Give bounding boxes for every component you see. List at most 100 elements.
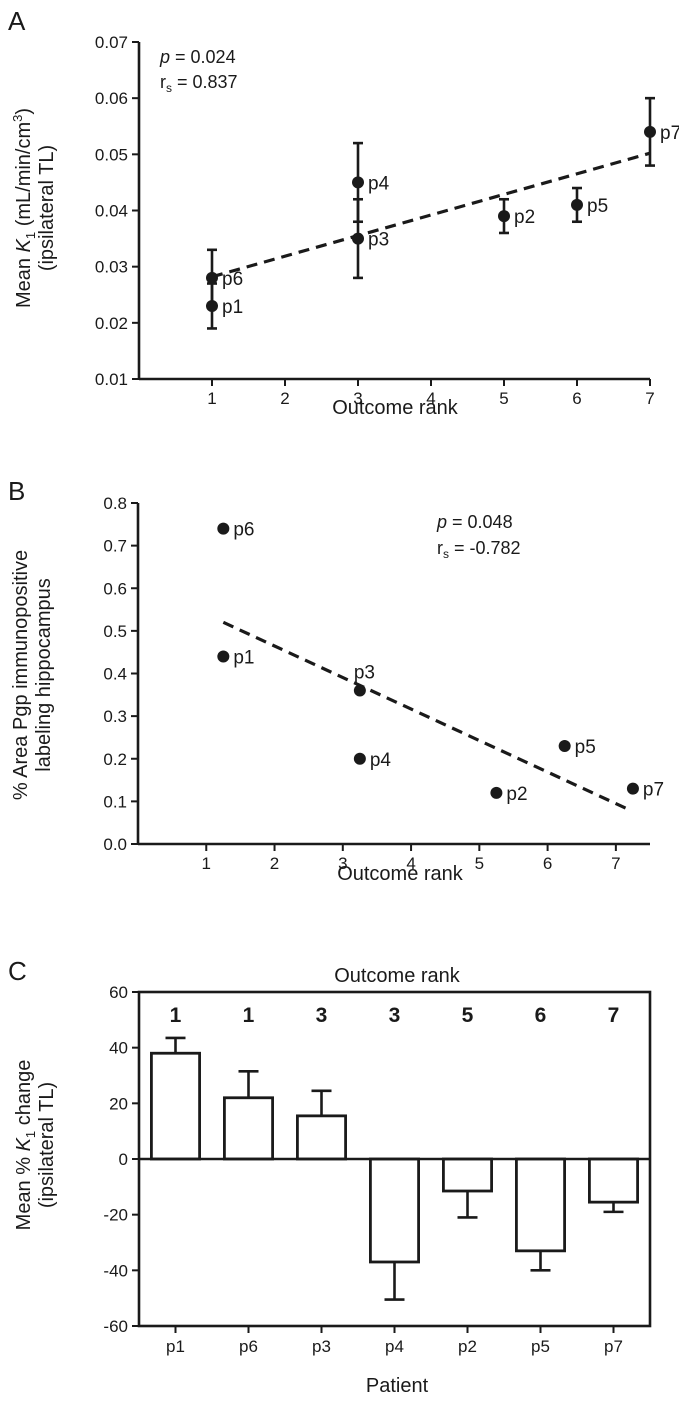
panel-b-y-tick-label: 0.1 <box>103 792 127 811</box>
panel-c-bar <box>442 1157 493 1193</box>
panel-b-y-tick-label: 0.7 <box>103 537 127 556</box>
panel-a-y-tick-label: 0.06 <box>95 89 128 108</box>
panel-b: B % Area Pgp immunopositive labeling hip… <box>8 476 664 885</box>
panel-c-rank-label: 3 <box>316 1004 328 1027</box>
panel-a-r-value: rs = 0.837 <box>160 72 238 95</box>
panel-a-letter: A <box>8 6 26 36</box>
panel-b-y-ticks: 0.0 0.1 0.2 0.3 0.4 0.5 0.6 0.7 0.8 <box>103 494 138 854</box>
panel-b-point <box>626 782 639 795</box>
panel-b-point <box>558 739 571 752</box>
panel-a-marks: p1 p6 p3 p4 p2 p5 p7 <box>206 96 679 330</box>
panel-c-x-tick-label: p2 <box>458 1337 477 1356</box>
panel-a-point <box>644 125 656 138</box>
panel-a: A Mean K1 (mL/min/cm3) (ipsilateral TL) … <box>8 6 679 419</box>
panel-a-ylabel-line1: Mean K1 (mL/min/cm3) <box>10 108 38 308</box>
panel-a-y-tick-label: 0.02 <box>95 314 128 333</box>
panel-b-x-ticks: 1 2 3 4 5 6 7 <box>202 844 621 873</box>
panel-b-y-tick-label: 0.6 <box>103 579 127 598</box>
panel-a-y-tick-label: 0.04 <box>95 202 128 221</box>
panel-c-bar <box>150 1051 201 1161</box>
panel-c-title: Outcome rank <box>334 965 461 987</box>
panel-b-p-value: p = 0.048 <box>436 512 513 532</box>
panel-b-r-value: rs = -0.782 <box>437 538 521 561</box>
panel-b-x-tick-label: 5 <box>475 854 484 873</box>
panel-c-x-tick-label: p1 <box>166 1337 185 1356</box>
panel-a-point-label: p2 <box>514 207 535 228</box>
panel-a-y-ticks: 0.01 0.02 0.03 0.04 0.05 0.06 0.07 <box>95 33 139 389</box>
panel-a-point-label: p5 <box>587 196 608 217</box>
panel-c-letter: C <box>8 956 27 986</box>
panel-a-point <box>352 176 364 189</box>
panel-a-y-tick-label: 0.01 <box>95 370 128 389</box>
panel-c-xlabel: Patient <box>366 1375 429 1397</box>
panel-c-bar <box>515 1157 566 1253</box>
panel-b-y-tick-label: 0.2 <box>103 750 127 769</box>
panel-c-bars: 1 1 3 3 5 6 7 <box>139 1004 650 1301</box>
panel-b-point <box>490 786 503 799</box>
panel-b-point <box>217 522 230 535</box>
panel-c-x-tick-label: p6 <box>239 1337 258 1356</box>
panel-a-point <box>498 210 510 223</box>
panel-c-bar <box>588 1157 639 1204</box>
panel-b-point <box>353 684 366 697</box>
panel-c-y-tick-label: 20 <box>109 1094 128 1113</box>
panel-b-x-tick-label: 1 <box>202 854 211 873</box>
panel-b-marks: p6 p1 p3 p4 p2 p5 p7 <box>217 520 664 812</box>
panel-a-y-tick-label: 0.07 <box>95 33 128 52</box>
panel-a-x-ticks: 1 2 3 4 5 6 7 <box>207 379 655 408</box>
panel-b-point-label: p3 <box>354 663 375 684</box>
panel-a-fit-line <box>211 151 651 279</box>
panel-a-xlabel: Outcome rank <box>332 397 459 419</box>
panel-b-xlabel: Outcome rank <box>337 863 464 885</box>
panel-a-y-tick-label: 0.03 <box>95 258 128 277</box>
panel-c-x-ticks: p1 p6 p3 p4 p2 p5 p7 <box>166 1326 623 1356</box>
panel-c-ylabel-line1: Mean % K1 change <box>13 1060 38 1231</box>
panel-a-x-tick-label: 5 <box>499 389 508 408</box>
panel-b-point-label: p2 <box>506 784 527 805</box>
panel-b-y-tick-label: 0.3 <box>103 707 127 726</box>
panel-a-point-label: p3 <box>368 230 389 251</box>
panel-c-rank-label: 5 <box>462 1004 474 1027</box>
panel-b-ylabel-line1: % Area Pgp immunopositive <box>10 550 32 800</box>
panel-b-x-tick-label: 7 <box>611 854 620 873</box>
panel-c-rank-label: 7 <box>608 1004 620 1027</box>
panel-a-point-label: p6 <box>222 269 243 290</box>
panel-c-y-tick-label: -20 <box>103 1206 128 1225</box>
panel-a-point-label: p4 <box>368 173 390 194</box>
panel-c-rank-label: 1 <box>170 1004 182 1027</box>
panel-b-point-label: p1 <box>233 647 254 668</box>
panel-b-ylabel: % Area Pgp immunopositive labeling hippo… <box>10 550 55 800</box>
panel-a-x-tick-label: 3 <box>353 389 362 408</box>
panel-c-ylabel-line2: (ipsilateral TL) <box>36 1082 58 1208</box>
panel-a-x-tick-label: 2 <box>280 389 289 408</box>
panel-b-point-label: p7 <box>643 780 664 801</box>
panel-b-x-tick-label: 3 <box>338 854 347 873</box>
panel-c: C Outcome rank Mean % K1 change (ipsilat… <box>8 956 652 1397</box>
panel-b-point-label: p5 <box>575 737 596 758</box>
panel-c-ylabel: Mean % K1 change (ipsilateral TL) <box>13 1060 58 1231</box>
panel-c-x-tick-label: p3 <box>312 1337 331 1356</box>
panel-c-y-ticks: 60 40 20 0 -20 -40 -60 <box>103 983 139 1336</box>
panel-a-x-tick-label: 6 <box>572 389 581 408</box>
panel-c-x-tick-label: p4 <box>385 1337 404 1356</box>
panel-c-x-tick-label: p5 <box>531 1337 550 1356</box>
panel-a-ylabel: Mean K1 (mL/min/cm3) (ipsilateral TL) <box>10 108 58 308</box>
panel-c-x-tick-label: p7 <box>604 1337 623 1356</box>
panel-b-x-tick-label: 4 <box>406 854 415 873</box>
panel-a-x-tick-label: 4 <box>426 389 435 408</box>
panel-c-bar <box>369 1157 420 1264</box>
panel-c-bar <box>223 1096 274 1161</box>
panel-a-point <box>206 271 218 284</box>
panel-a-ylabel-line2: (ipsilateral TL) <box>36 145 58 271</box>
panel-b-letter: B <box>8 476 25 506</box>
panel-b-x-tick-label: 6 <box>543 854 552 873</box>
panel-c-rank-label: 3 <box>389 1004 401 1027</box>
panel-a-stats: p = 0.024 rs = 0.837 <box>159 47 238 95</box>
panel-a-p-value: p = 0.024 <box>159 47 236 67</box>
panel-c-y-tick-label: -40 <box>103 1261 128 1280</box>
panel-c-rank-label: 6 <box>535 1004 547 1027</box>
panel-c-bar <box>296 1114 347 1161</box>
panel-b-stats: p = 0.048 rs = -0.782 <box>436 512 521 561</box>
panel-c-y-tick-label: -60 <box>103 1317 128 1336</box>
